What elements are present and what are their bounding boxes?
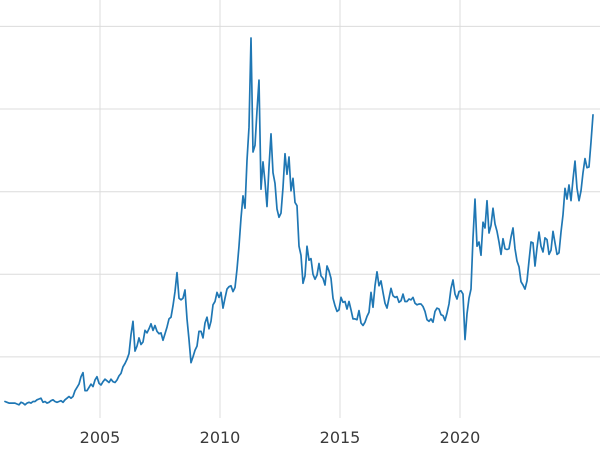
series-layer xyxy=(4,37,594,406)
grid-layer xyxy=(0,0,600,418)
x-axis-tick-labels: 2005 2010 2015 2020 xyxy=(80,428,481,447)
price-line-series xyxy=(4,37,594,406)
x-tick-label: 2010 xyxy=(200,428,241,447)
x-tick-label: 2015 xyxy=(320,428,361,447)
x-tick-label: 2005 xyxy=(80,428,121,447)
x-tick-label: 2020 xyxy=(440,428,481,447)
